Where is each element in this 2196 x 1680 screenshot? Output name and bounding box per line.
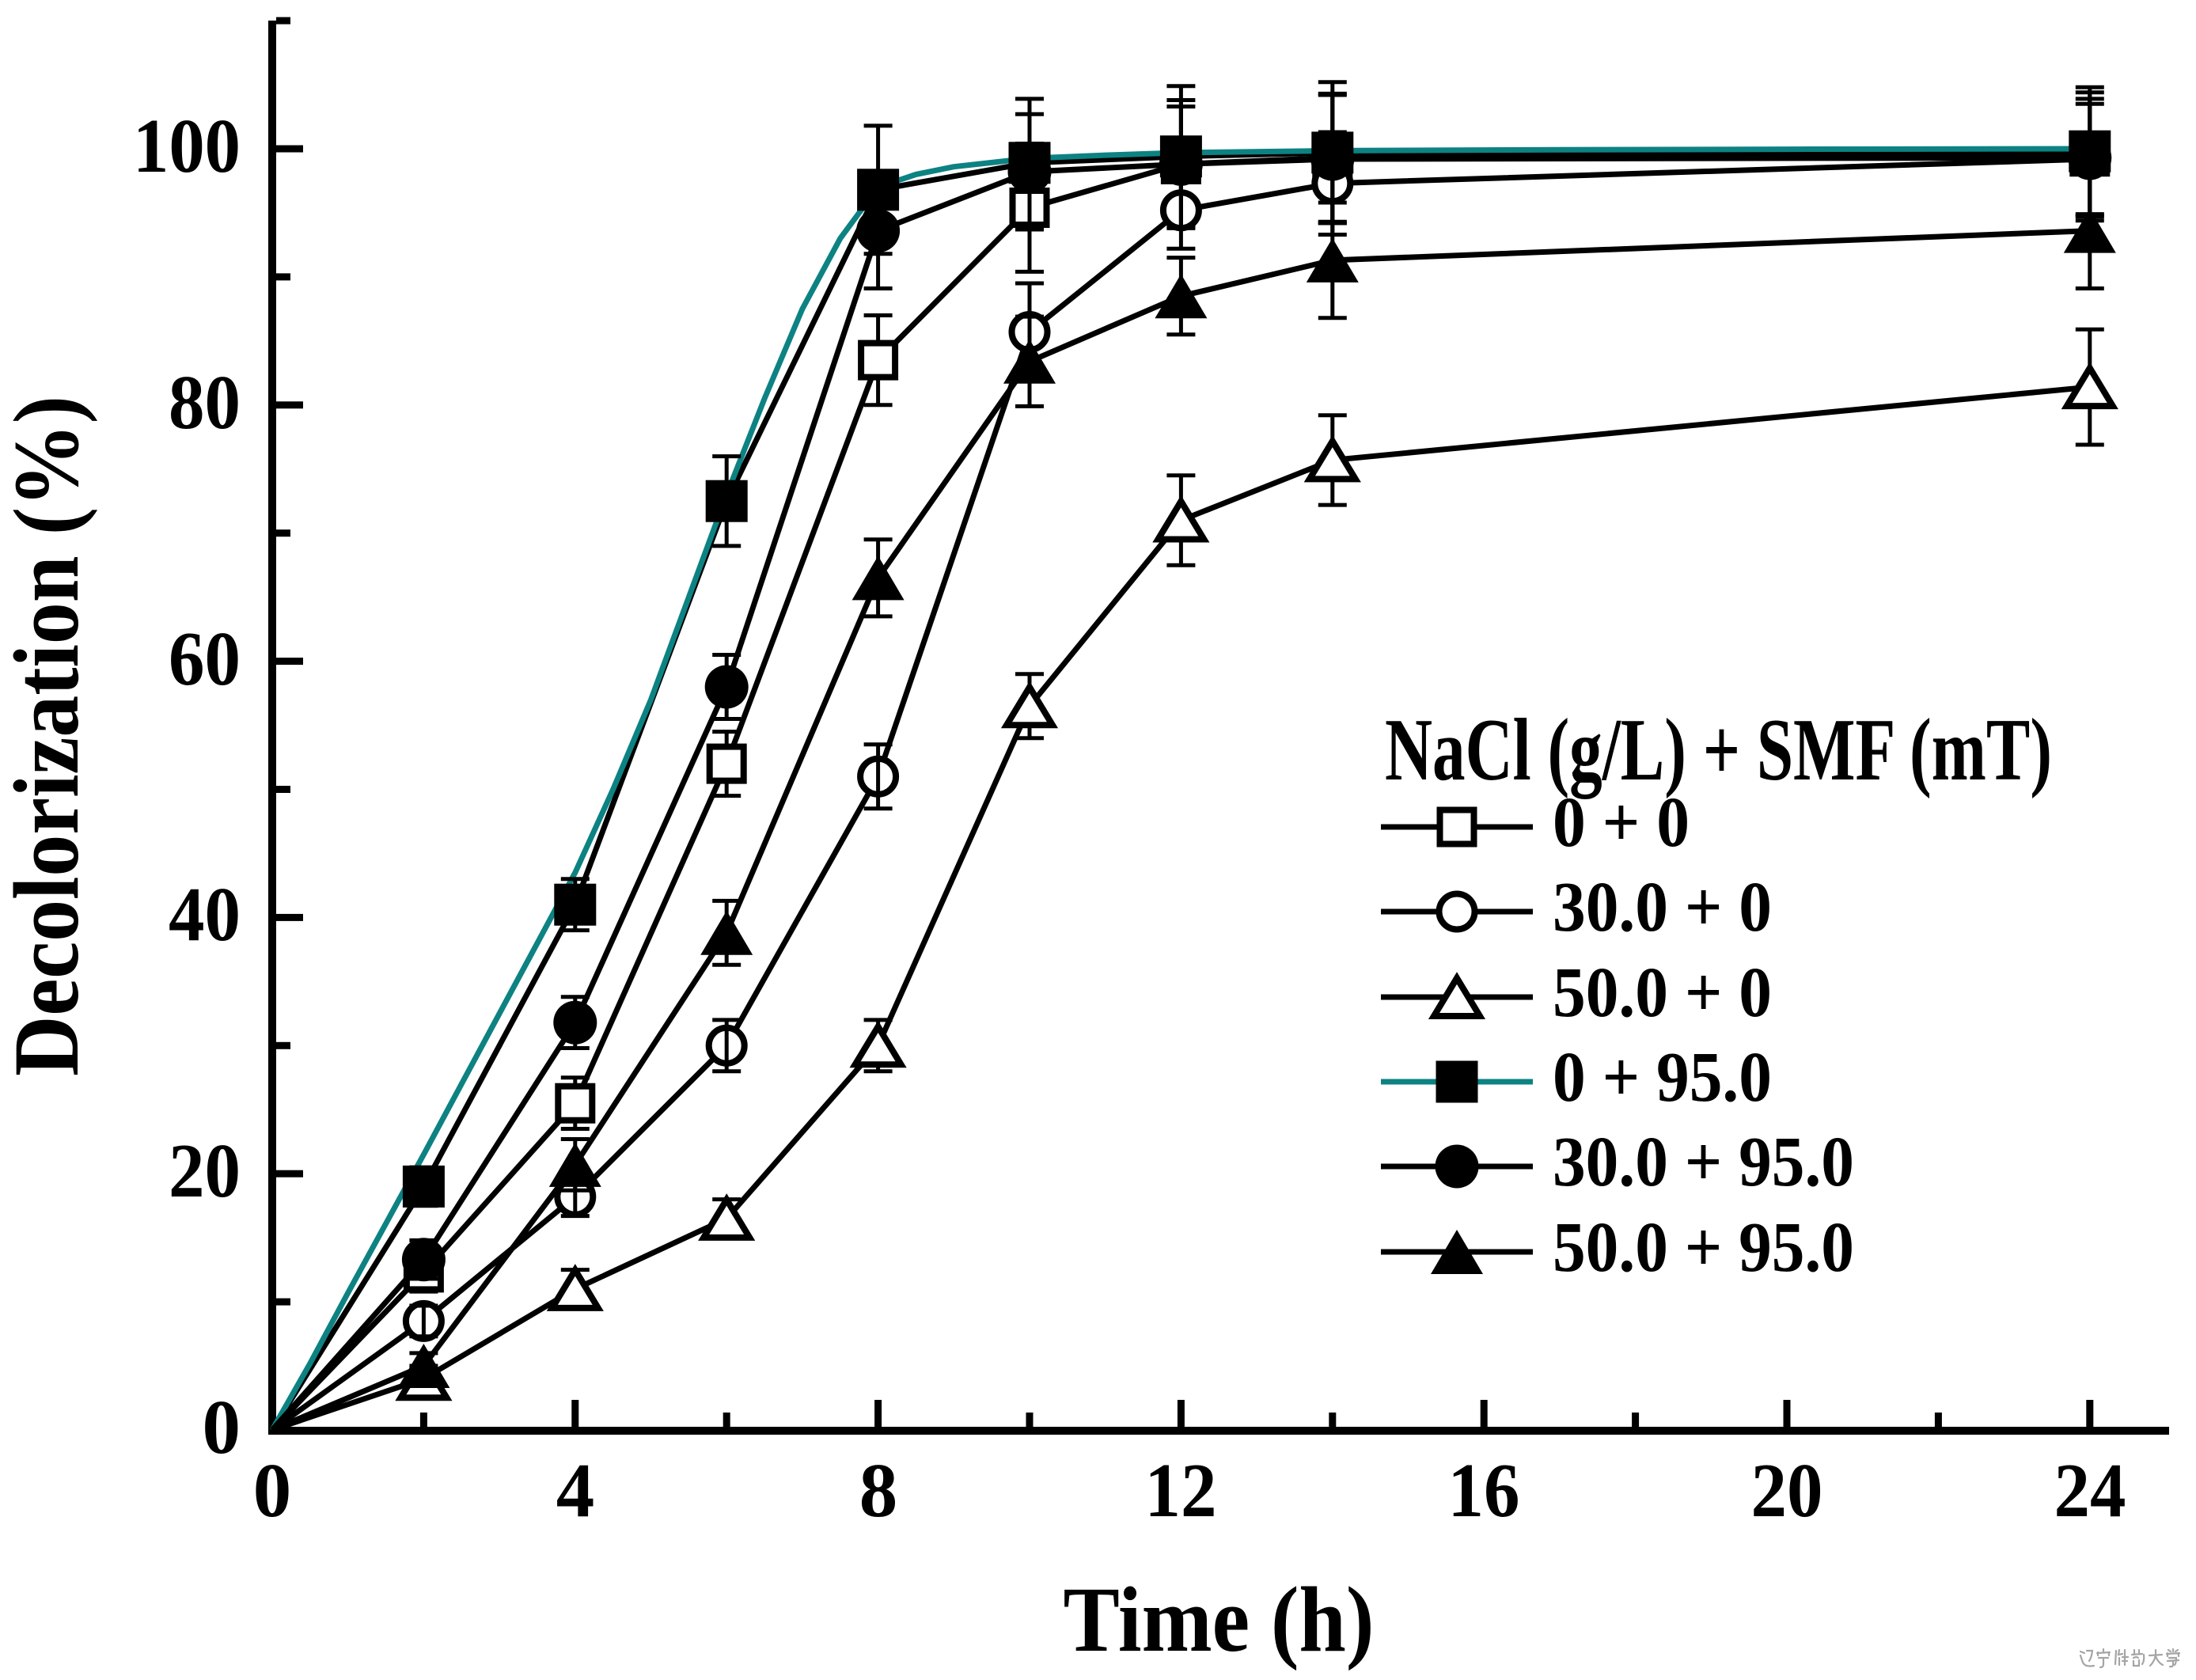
svg-text:50.0 + 0: 50.0 + 0 [1553, 954, 1772, 1032]
svg-text:24: 24 [2054, 1448, 2126, 1533]
svg-text:40: 40 [169, 872, 241, 957]
svg-text:0: 0 [253, 1448, 292, 1533]
svg-text:100: 100 [133, 104, 241, 188]
svg-text:12: 12 [1145, 1448, 1217, 1533]
svg-text:Time (h): Time (h) [1064, 1568, 1375, 1671]
svg-text:NaCl (g/L) + SMF (mT): NaCl (g/L) + SMF (mT) [1385, 701, 2052, 799]
svg-text:0: 0 [203, 1385, 241, 1470]
svg-text:4: 4 [556, 1448, 595, 1533]
svg-text:8: 8 [859, 1448, 898, 1533]
svg-text:Decolorization (%): Decolorization (%) [0, 396, 98, 1076]
svg-text:80: 80 [169, 360, 241, 445]
svg-text:30.0 + 0: 30.0 + 0 [1553, 868, 1772, 946]
svg-text:20: 20 [169, 1128, 241, 1213]
svg-text:0 + 95.0: 0 + 95.0 [1553, 1038, 1772, 1117]
svg-text:30.0 + 95.0: 30.0 + 95.0 [1553, 1123, 1854, 1201]
svg-text:0 + 0: 0 + 0 [1553, 783, 1690, 862]
svg-text:20: 20 [1751, 1448, 1823, 1533]
svg-text:16: 16 [1448, 1448, 1520, 1533]
svg-text:60: 60 [169, 616, 241, 701]
svg-text:50.0 + 95.0: 50.0 + 95.0 [1553, 1208, 1854, 1287]
